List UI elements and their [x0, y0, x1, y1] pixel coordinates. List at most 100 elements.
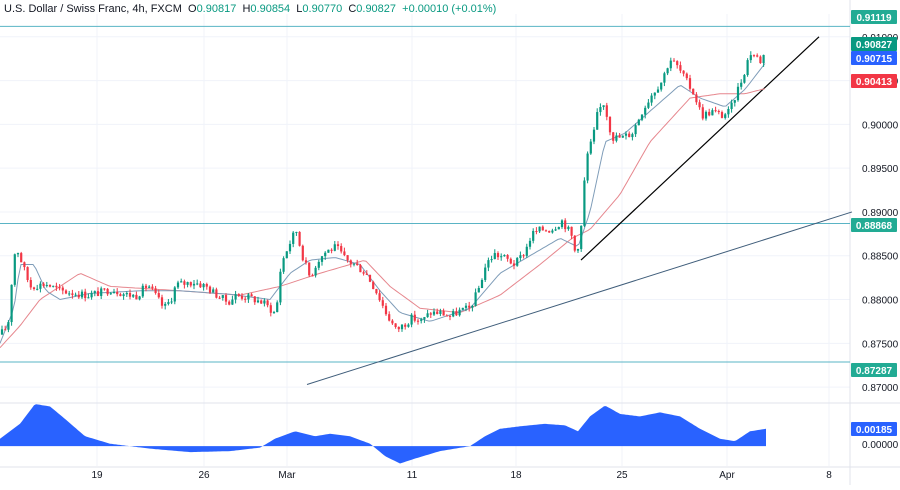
- candle-body: [736, 86, 740, 101]
- candle-body: [484, 267, 487, 280]
- oscillator-zero-label: 0.00000: [862, 440, 899, 451]
- oscillator-panel: [0, 404, 766, 464]
- symbol-header: U.S. Dollar / Swiss Franc, 4h, FXCM O0.9…: [4, 3, 496, 15]
- candle-body: [724, 114, 727, 118]
- candle-body: [135, 294, 138, 300]
- candle-body: [52, 285, 55, 287]
- candle-body: [551, 230, 554, 233]
- candles: [0, 51, 765, 335]
- candle-body: [237, 294, 240, 296]
- ma-fast-line: [0, 63, 766, 344]
- high-value: 0.90854: [250, 3, 291, 15]
- candle-body: [228, 301, 231, 305]
- candle-body: [298, 231, 301, 246]
- price-badge: [851, 74, 897, 88]
- candle-body: [330, 249, 333, 251]
- candle-body: [199, 283, 202, 288]
- candle-body: [663, 73, 666, 83]
- candle-body: [740, 82, 743, 87]
- candle-body: [586, 153, 589, 181]
- candle-body: [13, 254, 16, 285]
- candle-body: [301, 245, 304, 261]
- candle-body: [608, 116, 612, 133]
- candle-body: [103, 288, 106, 290]
- candle-body: [288, 243, 292, 252]
- candle-body: [535, 231, 538, 233]
- y-tick-label: 0.89500: [862, 164, 899, 175]
- candle-body: [503, 255, 506, 257]
- x-tick-label: 18: [510, 470, 522, 481]
- candle-body: [672, 60, 676, 62]
- candle-body: [23, 262, 26, 268]
- candle-body: [279, 271, 282, 303]
- candle-body: [58, 287, 61, 289]
- x-tick-label: 26: [198, 470, 210, 481]
- candle-body: [557, 227, 560, 230]
- candle-body: [653, 92, 656, 96]
- close-label: C: [348, 3, 357, 15]
- candle-body: [512, 263, 516, 266]
- candle-body: [317, 261, 320, 268]
- candle-body: [448, 315, 452, 317]
- candle-body: [762, 54, 765, 64]
- candle-body: [285, 251, 288, 259]
- candle-body: [711, 110, 714, 116]
- candle-body: [698, 102, 701, 108]
- candle-body: [743, 75, 746, 83]
- candle-body: [45, 285, 48, 287]
- candle-body: [692, 88, 695, 95]
- candle-body: [196, 283, 199, 285]
- candle-body: [183, 281, 186, 285]
- candle-body: [679, 65, 682, 71]
- candle-body: [580, 225, 583, 250]
- candle-body: [416, 320, 420, 322]
- candle-body: [564, 220, 567, 230]
- candle-body: [410, 314, 413, 325]
- y-tick-label: 0.87500: [862, 339, 899, 350]
- candle-body: [605, 105, 608, 117]
- x-tick-label: 11: [407, 470, 418, 481]
- candle-body: [528, 240, 532, 247]
- candle-body: [759, 56, 762, 64]
- candle-body: [634, 125, 637, 135]
- candle-body: [336, 244, 340, 247]
- candle-body: [583, 180, 586, 226]
- candle-body: [436, 311, 439, 314]
- price-badge: [851, 37, 897, 51]
- candle-body: [455, 311, 458, 316]
- candle-body: [68, 293, 71, 295]
- y-tick-label: 0.90000: [862, 120, 899, 131]
- candle-body: [471, 305, 474, 308]
- candle-body: [384, 305, 388, 315]
- candle-body: [439, 310, 442, 314]
- price-badge: [851, 363, 897, 377]
- candle-body: [122, 294, 125, 297]
- candle-body: [509, 258, 512, 264]
- candle-body: [656, 89, 660, 93]
- candle-body: [141, 285, 144, 297]
- candle-body: [404, 324, 407, 327]
- candle-body: [644, 107, 647, 115]
- candle-body: [93, 291, 96, 294]
- candle-body: [615, 135, 618, 141]
- candle-body: [215, 289, 218, 298]
- candle-body: [756, 55, 759, 57]
- candle-body: [234, 294, 237, 300]
- candle-body: [32, 287, 36, 289]
- trendline: [580, 36, 820, 261]
- candle-body: [208, 286, 212, 293]
- candle-body: [231, 299, 234, 305]
- candle-body: [128, 292, 132, 297]
- candle-body: [468, 305, 471, 308]
- candle-body: [327, 249, 330, 253]
- candle-body: [560, 220, 564, 228]
- candle-body: [682, 70, 685, 74]
- candle-body: [263, 300, 266, 304]
- candle-body: [256, 300, 260, 303]
- candle-body: [61, 287, 64, 291]
- candle-body: [160, 297, 164, 306]
- candle-body: [164, 303, 167, 306]
- candle-body: [202, 284, 205, 288]
